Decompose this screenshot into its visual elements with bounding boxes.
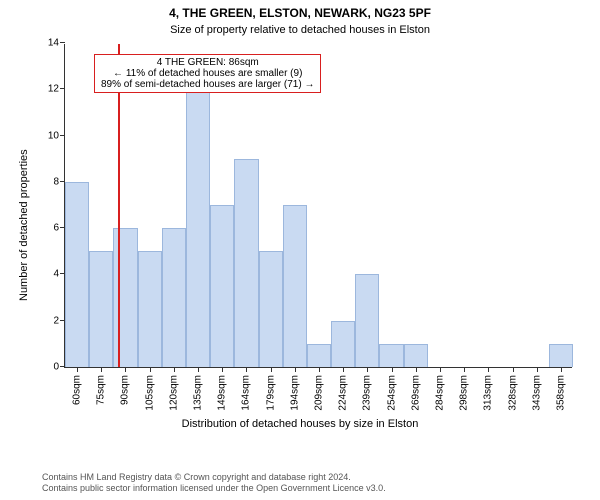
y-tick-label: 2 [53,315,65,326]
histogram-bar [283,205,307,367]
x-tick-label: 269sqm [410,375,421,411]
annotation-line3: 89% of semi-detached houses are larger (… [101,79,314,90]
x-tick-label: 194sqm [289,375,300,411]
y-tick-label: 14 [48,38,65,49]
property-size-histogram: 4, THE GREEN, ELSTON, NEWARK, NG23 5PF S… [0,0,600,470]
x-tick-label: 298sqm [459,375,470,411]
histogram-bar [234,159,258,367]
histogram-bar [210,205,234,367]
y-tick-label: 0 [53,362,65,373]
annotation-box: 4 THE GREEN: 86sqm← 11% of detached hous… [94,54,321,93]
histogram-bar [379,344,403,367]
x-tick-label: 313sqm [483,375,494,411]
x-tick-label: 358sqm [555,375,566,411]
histogram-bar [307,344,331,367]
histogram-bar [138,251,162,367]
x-tick-label: 90sqm [120,375,131,405]
x-tick-label: 224sqm [338,375,349,411]
x-tick-label: 239sqm [362,375,373,411]
x-tick-label: 105sqm [144,375,155,411]
x-tick-label: 164sqm [241,375,252,411]
histogram-bar [549,344,573,367]
chart-title-line2: Size of property relative to detached ho… [0,24,600,36]
x-tick-label: 209sqm [314,375,325,411]
x-tick-label: 75sqm [96,375,107,405]
y-tick-label: 6 [53,223,65,234]
chart-footer: Contains HM Land Registry data © Crown c… [0,468,600,500]
chart-title-line1: 4, THE GREEN, ELSTON, NEWARK, NG23 5PF [0,6,600,20]
x-tick-label: 328sqm [507,375,518,411]
x-tick-label: 179sqm [265,375,276,411]
histogram-bar [65,182,89,367]
x-tick-label: 120sqm [168,375,179,411]
x-axis-label: Distribution of detached houses by size … [0,418,600,430]
y-tick-label: 10 [48,130,65,141]
y-axis-label: Number of detached properties [18,149,30,301]
histogram-bar [162,228,186,367]
histogram-bar [355,274,379,367]
x-tick-label: 343sqm [531,375,542,411]
footer-line1: Contains HM Land Registry data © Crown c… [42,472,592,483]
x-tick-label: 284sqm [434,375,445,411]
x-tick-label: 135sqm [193,375,204,411]
footer-line2: Contains public sector information licen… [42,483,592,494]
histogram-bar [331,321,355,367]
histogram-bar [404,344,428,367]
histogram-bar [259,251,283,367]
y-tick-label: 12 [48,84,65,95]
x-tick-label: 60sqm [72,375,83,405]
histogram-bar [186,66,210,367]
histogram-bar [89,251,113,367]
annotation-line1: 4 THE GREEN: 86sqm [101,57,314,68]
annotation-line2: ← 11% of detached houses are smaller (9) [101,68,314,79]
y-tick-label: 4 [53,269,65,280]
x-tick-label: 149sqm [217,375,228,411]
x-tick-label: 254sqm [386,375,397,411]
y-tick-label: 8 [53,176,65,187]
